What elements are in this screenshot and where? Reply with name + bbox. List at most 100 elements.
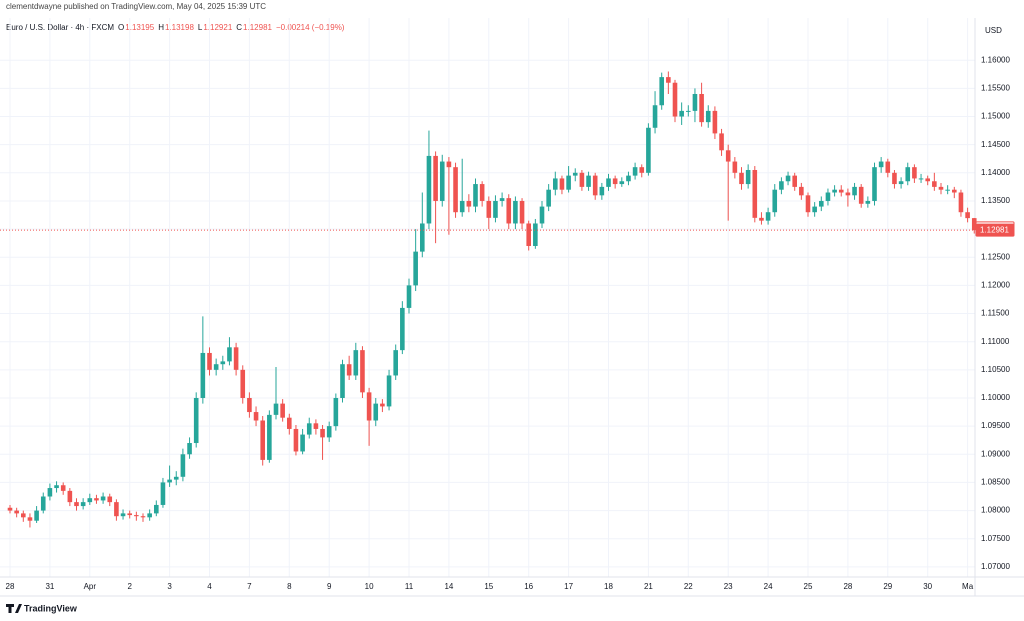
candle-body	[553, 178, 558, 190]
candle-body	[639, 167, 645, 173]
candle-body	[632, 167, 638, 176]
candle-body	[326, 426, 332, 438]
x-tick-label: 22	[684, 582, 693, 591]
x-tick-label: 24	[764, 582, 773, 591]
legend-value: 1.13195	[125, 23, 154, 32]
candle-body	[27, 517, 33, 521]
legend-value: 1.12921	[203, 23, 232, 32]
currency: USD	[985, 26, 1002, 35]
y-tick-label: 1.11500	[981, 309, 1010, 318]
candle-body	[333, 397, 339, 427]
legend-title: Euro / U.S. Dollar · 4h · FXCM	[6, 23, 114, 32]
candle-body	[220, 361, 226, 365]
candle-body	[233, 347, 239, 370]
x-tick-label: Ma	[962, 582, 974, 591]
y-tick-label: 1.08000	[981, 506, 1010, 515]
y-tick-label: 1.15000	[981, 112, 1010, 121]
x-tick-label: 4	[207, 582, 212, 591]
x-tick-label: 11	[405, 582, 414, 591]
candle-body	[247, 397, 252, 413]
candle-body	[779, 181, 784, 190]
legend-key: C	[236, 23, 242, 32]
candle-body	[745, 169, 751, 185]
candle-body	[94, 498, 99, 501]
y-tick-label: 1.09000	[981, 449, 1010, 458]
candle-body	[114, 502, 119, 517]
candle-body	[280, 403, 285, 418]
y-tick-label: 1.13500	[981, 196, 1010, 205]
candle-body	[167, 479, 172, 483]
candle-body	[739, 172, 744, 185]
candle-body	[938, 186, 944, 190]
price-marker-label: 1.12981	[980, 225, 1009, 234]
y-tick-label: 1.07000	[981, 562, 1010, 571]
candle-body	[838, 189, 844, 193]
candle-body	[213, 364, 219, 370]
brand: TradingView	[24, 603, 78, 613]
candle-body	[193, 397, 199, 444]
candle-body	[439, 161, 445, 201]
legend-value: 1.13198	[165, 23, 194, 32]
x-tick-label: 21	[644, 582, 653, 591]
candle-body	[100, 496, 106, 501]
x-tick-label: 29	[883, 582, 892, 591]
candle-body	[120, 513, 126, 517]
candle-body	[666, 77, 671, 83]
candle-body	[932, 181, 937, 187]
grid	[0, 18, 975, 577]
candle-body	[134, 515, 139, 517]
y-tick-label: 1.12000	[981, 281, 1010, 290]
candle-body	[200, 352, 206, 398]
x-tick-label: 7	[247, 582, 252, 591]
candle-body	[852, 186, 857, 196]
candle-body	[599, 186, 605, 196]
candle-body	[459, 200, 465, 213]
candle-body	[759, 217, 764, 221]
x-tick-label: 28	[843, 582, 852, 591]
y-tick-label: 1.14000	[981, 168, 1010, 177]
x-tick-label: 28	[6, 582, 15, 591]
legend-line: Euro / U.S. Dollar · 4h · FXCM O1.13195 H1…	[6, 23, 345, 32]
y-tick-label: 1.16000	[981, 55, 1010, 64]
candle-body	[34, 510, 39, 521]
x-tick-label: 8	[287, 582, 292, 591]
candle-body	[80, 502, 86, 507]
candle-body	[619, 181, 625, 185]
candle-body	[626, 175, 631, 182]
candle-body	[952, 189, 957, 193]
candle-body	[566, 175, 571, 190]
candle-body	[400, 307, 405, 351]
candle-body	[792, 175, 797, 187]
candle-body	[865, 200, 871, 204]
candle-body	[147, 513, 152, 518]
candle-body	[473, 184, 478, 207]
candle-body	[586, 175, 591, 187]
x-tick-label: 15	[484, 582, 493, 591]
candle-body	[127, 513, 132, 516]
candle-body	[40, 496, 46, 511]
candle-body	[526, 223, 531, 246]
candle-body	[433, 155, 438, 201]
candle-body	[606, 178, 611, 187]
candle-body	[21, 513, 26, 518]
x-tick-label: 14	[444, 582, 453, 591]
candle-body	[14, 510, 19, 514]
candle-body	[659, 77, 664, 106]
candle-body	[805, 195, 811, 213]
candle-body	[413, 251, 418, 286]
candle-body	[579, 172, 585, 187]
candle-body	[426, 155, 432, 224]
candle-body	[54, 485, 59, 489]
candle-body	[353, 350, 359, 376]
legend: Euro / U.S. Dollar · 4h · FXCM O1.13195 H1…	[6, 23, 345, 32]
candle-body	[592, 175, 598, 196]
candle-body	[273, 403, 279, 415]
y-tick-label: 1.07500	[981, 534, 1010, 543]
candle-body	[799, 186, 804, 196]
y-tick-label: 1.15500	[981, 83, 1010, 92]
candle-body	[672, 82, 678, 117]
candle-body	[493, 200, 498, 218]
y-tick-label: 1.10500	[981, 365, 1010, 374]
